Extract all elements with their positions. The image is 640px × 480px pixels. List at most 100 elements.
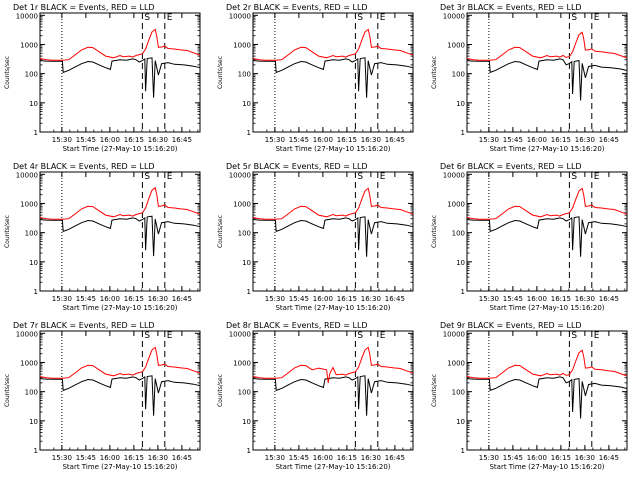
y-tick-label: 1 (34, 288, 38, 296)
detector-panel-5r: Det 5r BLACK = Events, RED = LLD 1 10 100 10… (217, 162, 414, 312)
events-series-line (252, 216, 414, 257)
plot-frame (252, 171, 414, 292)
x-tick-label: 15:45 (76, 454, 96, 462)
x-tick-label: 15:30 (52, 295, 72, 303)
x-tick-label: 16:00 (100, 295, 120, 303)
x-tick-label: 16:30 (148, 136, 168, 144)
y-tick-label: 10 (456, 100, 465, 108)
x-tick-label: 16:15 (337, 136, 357, 144)
y-tick-label: 10000 (443, 12, 465, 20)
x-tick-label: 16:15 (124, 136, 144, 144)
y-tick-label: 1 (247, 447, 251, 455)
x-tick-label: 16:15 (124, 295, 144, 303)
marker-label-E: E (594, 331, 600, 341)
plot-frame (466, 330, 628, 451)
x-axis-label: Start Time (27-May-10 15:16:20) (275, 145, 390, 153)
y-tick-label: 100 (238, 71, 251, 79)
y-tick-label: 10 (242, 418, 251, 426)
x-tick-label: 16:30 (575, 295, 595, 303)
y-tick-label: 1000 (20, 41, 38, 49)
y-tick-label: 1000 (20, 200, 38, 208)
marker-label-S: S (571, 13, 577, 23)
panel-title: Det 7r BLACK = Events, RED = LLD (13, 321, 155, 330)
y-tick-label: 10 (456, 418, 465, 426)
lld-series-line (252, 187, 414, 220)
x-axis-label: Start Time (27-May-10 15:16:20) (275, 304, 390, 312)
x-tick-label: 15:45 (76, 295, 96, 303)
x-tick-label: 16:30 (575, 136, 595, 144)
x-tick-label: 16:45 (385, 136, 405, 144)
y-tick-label: 100 (238, 389, 251, 397)
y-tick-label: 1000 (447, 359, 465, 367)
x-tick-label: 16:00 (313, 295, 333, 303)
events-series-line (466, 376, 628, 419)
x-tick-label: 15:30 (265, 136, 285, 144)
y-tick-label: 10000 (443, 171, 465, 179)
marker-label-E: E (167, 172, 173, 182)
y-tick-label: 1 (461, 288, 465, 296)
x-tick-label: 15:30 (52, 136, 72, 144)
x-tick-label: 16:00 (527, 295, 547, 303)
x-tick-label: 16:15 (337, 295, 357, 303)
lld-series-line (39, 186, 201, 220)
x-tick-label: 16:45 (385, 454, 405, 462)
x-tick-label: 15:45 (289, 454, 309, 462)
marker-label-S: S (144, 13, 150, 23)
plot-frame (39, 12, 201, 133)
marker-label-S: S (144, 331, 150, 341)
events-series-line (466, 216, 628, 257)
x-tick-label: 15:30 (265, 454, 285, 462)
lld-series-line (252, 28, 414, 61)
x-tick-label: 16:30 (361, 454, 381, 462)
y-tick-label: 100 (25, 389, 38, 397)
panel-title: Det 4r BLACK = Events, RED = LLD (13, 162, 155, 171)
x-tick-label: 15:45 (503, 295, 523, 303)
plot-frame (39, 171, 201, 292)
y-tick-label: 10 (29, 259, 38, 267)
detector-panel-2r: Det 2r BLACK = Events, RED = LLD 1 10 100 10… (217, 3, 414, 153)
panel-title: Det 2r BLACK = Events, RED = LLD (226, 3, 368, 12)
marker-label-E: E (380, 13, 386, 23)
x-axis-label: Start Time (27-May-10 15:16:20) (62, 145, 177, 153)
y-tick-label: 10000 (16, 171, 38, 179)
x-tick-label: 16:00 (100, 136, 120, 144)
events-series-line (252, 57, 414, 98)
y-axis-label: Counts/sec (217, 56, 224, 89)
x-tick-label: 16:15 (551, 295, 571, 303)
marker-label-E: E (380, 172, 386, 182)
detector-panel-6r: Det 6r BLACK = Events, RED = LLD 1 10 100 10… (431, 162, 628, 312)
x-axis-label: Start Time (27-May-10 15:16:20) (489, 463, 604, 471)
x-tick-label: 16:00 (100, 454, 120, 462)
panel-title: Det 8r BLACK = Events, RED = LLD (226, 321, 368, 330)
y-tick-label: 10000 (16, 12, 38, 20)
x-tick-label: 15:30 (479, 454, 499, 462)
y-tick-label: 100 (25, 71, 38, 79)
panel-title: Det 9r BLACK = Events, RED = LLD (440, 321, 582, 330)
lld-series-line (39, 346, 201, 379)
y-tick-label: 100 (452, 71, 465, 79)
y-tick-label: 10 (456, 259, 465, 267)
x-axis-label: Start Time (27-May-10 15:16:20) (62, 304, 177, 312)
marker-label-E: E (594, 172, 600, 182)
detector-panel-4r: Det 4r BLACK = Events, RED = LLD 1 10 100 10… (4, 162, 201, 312)
x-tick-label: 16:00 (527, 136, 547, 144)
panel-title: Det 3r BLACK = Events, RED = LLD (440, 3, 582, 12)
x-tick-label: 16:30 (361, 295, 381, 303)
x-tick-label: 16:30 (575, 454, 595, 462)
detector-panel-1r: Det 1r BLACK = Events, RED = LLD 1 10 100 10… (4, 3, 201, 153)
y-tick-label: 1 (247, 288, 251, 296)
x-tick-label: 16:15 (337, 454, 357, 462)
y-tick-label: 1000 (233, 359, 251, 367)
lld-series-line (466, 31, 628, 61)
y-axis-label: Counts/sec (431, 215, 438, 248)
marker-label-S: S (357, 172, 363, 182)
x-axis-label: Start Time (27-May-10 15:16:20) (275, 463, 390, 471)
y-tick-label: 10000 (229, 330, 251, 338)
y-tick-label: 1 (461, 129, 465, 137)
x-tick-label: 16:45 (172, 136, 192, 144)
y-tick-label: 10000 (229, 12, 251, 20)
x-tick-label: 16:30 (361, 136, 381, 144)
plot-frame (252, 12, 414, 133)
lld-series-line (39, 28, 201, 61)
